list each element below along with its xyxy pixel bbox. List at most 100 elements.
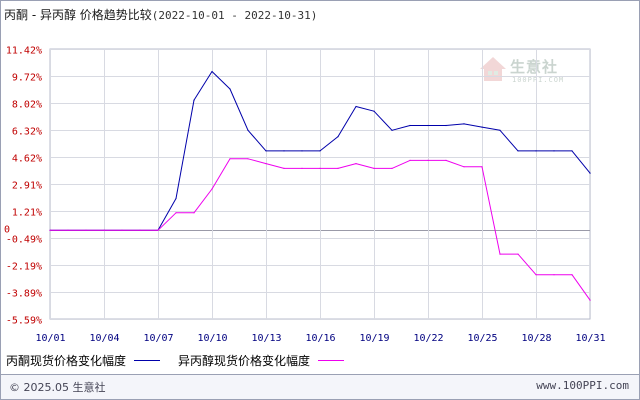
chart-title-text: 丙酮 - 异丙醇 价格趋势比较 <box>4 8 152 22</box>
y-tick-label: 1.21% <box>12 208 42 219</box>
y-tick-label: 2.91% <box>12 181 42 192</box>
data-point <box>391 129 393 131</box>
data-point <box>481 126 483 128</box>
data-point <box>211 188 213 190</box>
chart-date-range: (2022-10-01 - 2022-10-31) <box>151 9 318 22</box>
footer-site-link[interactable]: www.100PPI.com <box>536 379 629 392</box>
x-tick-label: 10/01 <box>35 333 65 344</box>
x-tick-label: 10/04 <box>89 333 119 344</box>
data-point <box>481 166 483 168</box>
data-point <box>283 167 285 169</box>
data-point <box>229 88 231 90</box>
x-axis-ticks: 10/01 10/04 10/07 10/10 10/13 10/16 10/19 10/22… <box>35 333 605 344</box>
y-tick-label: 6.32% <box>12 127 42 138</box>
y-tick-label: 11.42% <box>6 46 42 57</box>
data-point <box>589 172 591 174</box>
legend-item-series-1: 丙酮现货价格变化幅度 <box>6 352 161 369</box>
data-point <box>409 124 411 127</box>
data-point <box>409 159 411 161</box>
data-point <box>571 150 573 152</box>
x-tick-label: 10/31 <box>575 333 605 344</box>
footer-copyright: © 2025.05 生意社 <box>9 381 106 394</box>
chart-grid <box>49 48 591 320</box>
legend-label-series-1: 丙酮现货价格变化幅度 <box>6 354 127 368</box>
house-logo-icon <box>480 57 506 81</box>
data-point <box>319 150 321 152</box>
data-point <box>175 212 177 214</box>
data-point <box>373 167 375 169</box>
data-point <box>85 229 87 231</box>
data-point <box>49 229 51 231</box>
legend-item-series-2: 异丙醇现货价格变化幅度 <box>178 352 345 369</box>
data-point <box>67 229 69 231</box>
data-point <box>373 110 375 112</box>
data-point <box>103 229 105 231</box>
y-tick-label: 9.72% <box>12 73 42 84</box>
data-point <box>355 163 357 165</box>
data-point <box>499 129 501 131</box>
legend-swatch-series-2 <box>318 360 345 361</box>
data-point <box>553 150 555 152</box>
legend-swatch-series-1 <box>134 360 161 361</box>
data-point <box>391 167 393 169</box>
data-point <box>247 158 249 160</box>
data-point <box>427 124 429 127</box>
data-point <box>265 163 267 165</box>
y-tick-label: -0.49% <box>6 235 42 246</box>
y-tick-label: 8.02% <box>12 100 42 111</box>
data-point <box>337 167 339 169</box>
x-tick-label: 10/13 <box>251 333 281 344</box>
data-point <box>337 136 339 138</box>
watermark-url: 100PPI.COM <box>512 76 565 84</box>
y-tick-label: 4.62% <box>12 154 42 165</box>
watermark-name: 生意社 <box>510 58 559 76</box>
data-point <box>301 167 303 169</box>
data-point <box>355 105 357 108</box>
data-point <box>193 212 195 214</box>
y-tick-label: -2.19% <box>6 262 42 273</box>
x-tick-label: 10/25 <box>467 333 497 344</box>
data-point <box>445 159 447 161</box>
chart-legend: 丙酮现货价格变化幅度 异丙醇现货价格变化幅度 <box>6 352 362 369</box>
x-tick-label: 10/19 <box>359 333 389 344</box>
data-point <box>193 99 195 101</box>
watermark-logo: 生意社 100PPI.COM <box>478 54 578 94</box>
data-point <box>463 123 465 125</box>
data-point <box>247 129 249 131</box>
data-point <box>571 274 573 276</box>
data-point <box>445 124 447 127</box>
data-point <box>139 229 141 231</box>
data-point <box>499 253 501 255</box>
x-tick-label: 10/22 <box>413 333 443 344</box>
data-point <box>265 150 267 152</box>
y-axis-ticks: 11.42% 9.72% 8.02% 6.32% 4.62% 2.91% 1.21% -0.4… <box>4 46 42 327</box>
series-points-2 <box>49 158 591 301</box>
x-tick-label: 10/07 <box>143 333 173 344</box>
data-point <box>517 150 519 152</box>
data-point <box>553 274 555 276</box>
data-point <box>229 158 231 160</box>
zero-tick-label: 0 <box>4 225 10 236</box>
data-point <box>283 150 285 152</box>
legend-label-series-2: 异丙醇现货价格变化幅度 <box>178 354 311 368</box>
y-tick-label: -3.89% <box>6 289 42 300</box>
x-tick-label: 10/28 <box>521 333 551 344</box>
y-tick-label: -5.59% <box>6 316 42 327</box>
data-point <box>535 150 537 152</box>
x-tick-label: 10/10 <box>197 333 227 344</box>
chart-series <box>49 70 591 301</box>
data-point <box>517 253 519 255</box>
data-point <box>121 229 123 231</box>
x-tick-label: 10/16 <box>305 333 335 344</box>
data-point <box>535 274 537 276</box>
data-point <box>319 167 321 169</box>
data-point <box>175 197 177 200</box>
data-point <box>589 299 591 301</box>
data-point <box>301 150 303 152</box>
chart-title: 丙酮 - 异丙醇 价格趋势比较(2022-10-01 - 2022-10-31) <box>4 6 317 23</box>
footer-bar: © 2025.05 生意社 www.100PPI.com <box>1 374 639 399</box>
data-point <box>427 159 429 161</box>
data-point <box>463 166 465 168</box>
data-point <box>157 229 159 231</box>
